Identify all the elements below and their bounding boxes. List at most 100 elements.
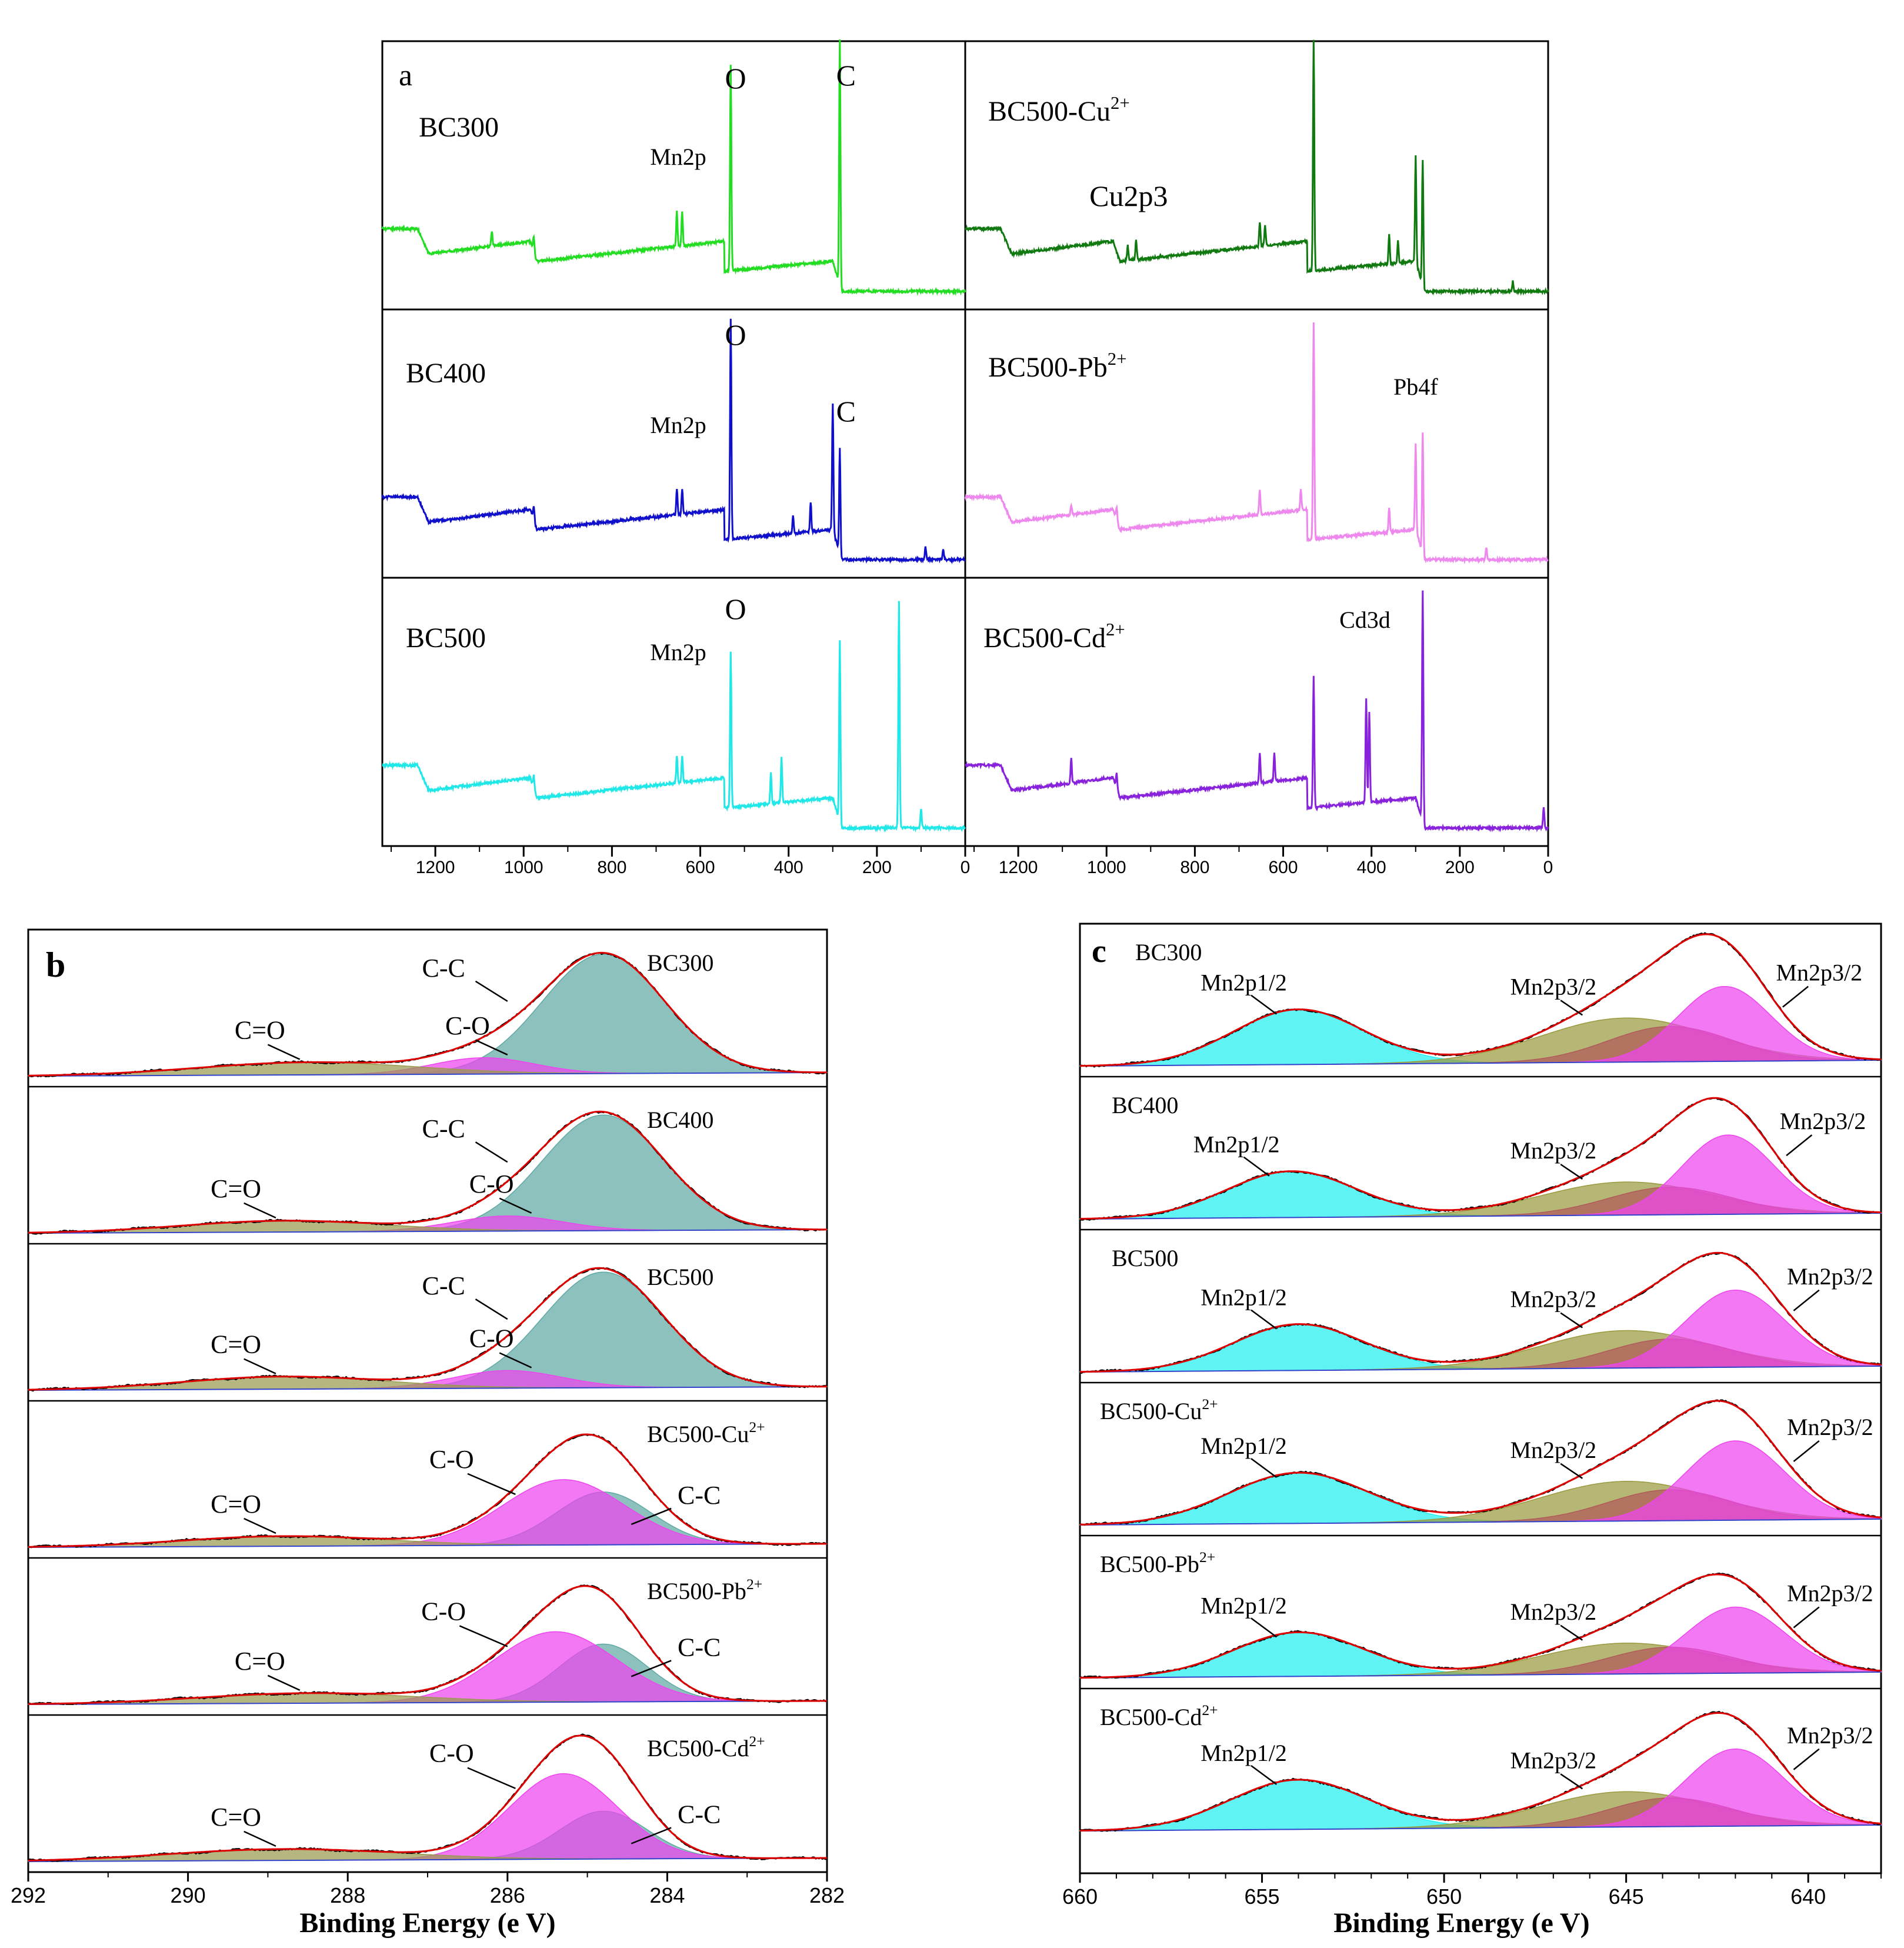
mn2p-sample-label-bc400: BC400 bbox=[1112, 1092, 1178, 1118]
survey-label-bc500-cu-base: BC500-Cu bbox=[988, 96, 1111, 127]
survey-annotation-bc500-cu-0: Cu2p3 bbox=[1089, 179, 1168, 212]
leader-c-o-bc400 bbox=[499, 1197, 532, 1214]
leader-c-c-bc500-cu2- bbox=[631, 1507, 672, 1526]
leader-mn2p3-2-b-bc500-cu2- bbox=[1793, 1440, 1820, 1463]
label-mn2p1-2-bc500-cu2-: Mn2p1/2 bbox=[1201, 1433, 1287, 1459]
panel-b-x-axis: 292 290 288 286 284 282 bbox=[11, 1871, 845, 1907]
leader-mn2p3-2-b-bc300 bbox=[1782, 985, 1809, 1008]
baseline-bc500 bbox=[1079, 1366, 1882, 1373]
leader-mn2p3-2-a-bc300 bbox=[1560, 1000, 1583, 1016]
leader-c-c-bc500 bbox=[475, 1298, 508, 1320]
c1s-sample-label-bc500-cu2--base: BC500-Cu bbox=[647, 1421, 749, 1447]
label-mn2p3-2-b-bc400: Mn2p3/2 bbox=[1780, 1108, 1866, 1134]
survey-label-bc500: BC500 bbox=[406, 622, 486, 654]
leader-mn2p1-2-bc500 bbox=[1251, 1309, 1278, 1330]
panel-a-tick-label: 400 bbox=[1357, 858, 1386, 877]
leader-c-eq-o-bc400 bbox=[244, 1202, 276, 1218]
leader-mn2p3-2-b-bc400 bbox=[1786, 1134, 1813, 1157]
mn2p-sample-label-bc500-cd2--charge: 2+ bbox=[1202, 1701, 1218, 1719]
c1s-sample-label-bc500-cu2--charge: 2+ bbox=[749, 1418, 765, 1436]
panel-a-tick-label: 0 bbox=[1543, 858, 1553, 877]
c1s-sample-label-bc500: BC500 bbox=[647, 1264, 713, 1290]
label-mn2p3-2-a-bc500-cd2-: Mn2p3/2 bbox=[1510, 1747, 1596, 1773]
mn2p-sample-label-bc500-pb2--charge: 2+ bbox=[1199, 1549, 1215, 1566]
baseline-bc400 bbox=[28, 1229, 828, 1234]
label-c-c-bc500-cd2-: C-C bbox=[678, 1800, 721, 1829]
baseline-bc500-pb2- bbox=[28, 1700, 828, 1705]
mn2p-sample-label-bc300: BC300 bbox=[1135, 939, 1202, 965]
survey-label-bc500-pb-base: BC500-Pb bbox=[988, 352, 1108, 383]
leader-mn2p1-2-bc500-cd2- bbox=[1251, 1765, 1278, 1786]
label-mn2p3-2-a-bc500-pb2-: Mn2p3/2 bbox=[1510, 1599, 1596, 1625]
survey-line-bc500 bbox=[382, 601, 966, 833]
survey-label-bc400-base: BC400 bbox=[406, 358, 486, 389]
leader-mn2p3-2-a-bc500-cd2- bbox=[1560, 1773, 1583, 1790]
baseline-bc300 bbox=[1079, 1060, 1882, 1067]
leader-c-o-bc500-pb2- bbox=[459, 1625, 508, 1647]
fit-envelope-bc300 bbox=[28, 951, 828, 1077]
leader-mn2p1-2-bc500-pb2- bbox=[1251, 1617, 1278, 1638]
label-mn2p1-2-bc500-pb2-: Mn2p1/2 bbox=[1201, 1592, 1287, 1619]
c1s-sample-label-bc400-base: BC400 bbox=[647, 1107, 713, 1133]
survey-label-bc500-base: BC500 bbox=[406, 622, 486, 654]
label-c-eq-o-bc500: C=O bbox=[211, 1330, 261, 1359]
leader-c-eq-o-bc500-cu2- bbox=[244, 1517, 276, 1534]
c1s-sample-label-bc300-base: BC300 bbox=[647, 950, 713, 976]
leader-c-eq-o-bc500 bbox=[244, 1358, 276, 1374]
fit-envelope-bc400 bbox=[28, 1110, 828, 1234]
survey-label-bc300: BC300 bbox=[419, 112, 499, 143]
label-mn2p3-2-a-bc300: Mn2p3/2 bbox=[1510, 973, 1596, 1000]
fit-envelope-bc500 bbox=[28, 1267, 828, 1391]
panel-c-x-axis-title: Binding Energy (e V) bbox=[1333, 1907, 1589, 1939]
c1s-sample-label-bc500-cd2-: BC500-Cd2+ bbox=[647, 1733, 765, 1761]
x-tick-label: 284 bbox=[649, 1883, 685, 1907]
survey-annotation-bc400-2: C bbox=[836, 395, 856, 428]
leader-c-c-bc300 bbox=[475, 980, 508, 1002]
label-c-c-bc500: C-C bbox=[422, 1271, 465, 1300]
label-mn2p3-2-b-bc500-cu2-: Mn2p3/2 bbox=[1787, 1414, 1873, 1440]
fit-envelope-bc500-pb2- bbox=[28, 1585, 827, 1705]
x-tick-label: 286 bbox=[490, 1883, 525, 1907]
x-tick-label: 650 bbox=[1426, 1884, 1462, 1909]
survey-label-bc500-cd-charge: 2+ bbox=[1106, 620, 1125, 640]
x-tick-label: 645 bbox=[1609, 1884, 1644, 1909]
mn2p-sample-label-bc500-pb2-: BC500-Pb2+ bbox=[1100, 1549, 1215, 1577]
leader-mn2p3-2-a-bc500 bbox=[1560, 1312, 1583, 1328]
fit-envelope-bc400 bbox=[1079, 1097, 1882, 1220]
survey-annotation-bc300-1: O bbox=[725, 62, 746, 95]
mn2p-sample-label-bc500-cd2-: BC500-Cd2+ bbox=[1100, 1701, 1218, 1730]
c1s-sample-label-bc500-cd2--charge: 2+ bbox=[749, 1733, 765, 1750]
leader-c-eq-o-bc300 bbox=[267, 1044, 301, 1060]
survey-label-bc500-cd: BC500-Cd2+ bbox=[983, 620, 1125, 654]
survey-label-bc400: BC400 bbox=[406, 358, 486, 389]
panel-b-letter: b bbox=[46, 945, 65, 984]
mn2p-sample-label-bc300-base: BC300 bbox=[1135, 939, 1202, 965]
survey-annotation-bc500-0: Mn2p bbox=[650, 639, 706, 665]
label-c-o-bc500-cu2-: C-O bbox=[429, 1445, 474, 1474]
survey-annotation-bc300-2: C bbox=[836, 59, 856, 92]
survey-label-bc500-cd-base: BC500-Cd bbox=[983, 622, 1106, 654]
panel-c-mn2p-spectra: c BC300 Mn2p1/2 Mn2p3/2 Mn2p3/2 BC400 Mn2p1/2… bbox=[1062, 923, 1882, 1939]
label-c-eq-o-bc500-pb2-: C=O bbox=[235, 1647, 285, 1676]
survey-annotation-bc500-1: O bbox=[725, 592, 746, 625]
panel-a-tick-label: 800 bbox=[1180, 858, 1209, 877]
label-mn2p3-2-b-bc500-cd2-: Mn2p3/2 bbox=[1787, 1722, 1873, 1749]
label-c-c-bc300: C-C bbox=[422, 954, 465, 983]
panel-a-tick-label: 1200 bbox=[999, 858, 1038, 877]
survey-annotation-bc400-0: Mn2p bbox=[650, 412, 706, 438]
panel-a-tick-label-0: 0 bbox=[961, 858, 971, 877]
x-tick-label: 640 bbox=[1790, 1884, 1826, 1909]
panel-a-tick-label: 1200 bbox=[416, 858, 455, 877]
label-c-eq-o-bc400: C=O bbox=[211, 1174, 261, 1203]
baseline-bc500-cu2- bbox=[1079, 1519, 1882, 1526]
label-c-eq-o-bc300: C=O bbox=[235, 1016, 285, 1045]
label-c-eq-o-bc500-cu2-: C=O bbox=[211, 1490, 261, 1519]
label-c-o-bc400: C-O bbox=[469, 1170, 514, 1198]
label-c-eq-o-bc500-cd2-: C=O bbox=[211, 1803, 261, 1832]
panel-a-letter: a bbox=[399, 59, 412, 92]
label-mn2p1-2-bc500-cd2-: Mn2p1/2 bbox=[1201, 1740, 1287, 1766]
fit-envelope-bc500-cu2- bbox=[28, 1433, 827, 1548]
survey-annotation-bc500-pb-0: Pb4f bbox=[1393, 374, 1438, 400]
survey-line-bc500-cd bbox=[965, 590, 1549, 833]
